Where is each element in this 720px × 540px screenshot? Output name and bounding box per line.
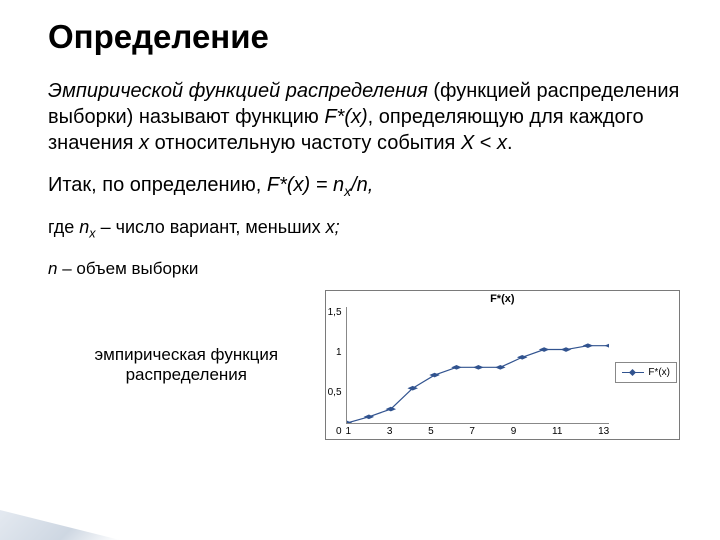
formula-paragraph: Итак, по определению, F*(x) = nx/n, bbox=[48, 172, 680, 200]
fn-fstar-1: F* bbox=[324, 106, 344, 128]
where-paragraph: где nx – число вариант, меньших x; bbox=[48, 216, 680, 242]
x-tick-label: 3 bbox=[387, 426, 393, 437]
chart-container: F*(x) 1,510,50 135791113 F*(x) bbox=[325, 290, 680, 440]
n-post: – объем выборки bbox=[57, 259, 198, 278]
slash-n: /n, bbox=[351, 174, 373, 196]
n-paragraph: n – объем выборки bbox=[48, 258, 680, 280]
fn-ofx-1: (x) bbox=[344, 106, 367, 128]
def-text-3: относительную частоту события bbox=[149, 132, 461, 154]
definition-paragraph: Эмпирической функцией распределения (фун… bbox=[48, 78, 680, 156]
x-tick-label: 11 bbox=[552, 426, 562, 437]
y-tick-label: 1 bbox=[328, 347, 342, 358]
var-x-1: x bbox=[139, 132, 149, 154]
chart-body: 1,510,50 135791113 F*(x) bbox=[328, 307, 677, 437]
x-tick-label: 1 bbox=[346, 426, 352, 437]
bottom-row: эмпирическая функция распределения F*(x)… bbox=[48, 290, 680, 440]
where-post: – число вариант, меньших bbox=[96, 217, 326, 237]
x-tick-label: 9 bbox=[511, 426, 517, 437]
fn-ofx-2: (x) bbox=[287, 174, 310, 196]
var-x-3: x; bbox=[326, 217, 340, 237]
legend-marker bbox=[622, 372, 644, 373]
slide-title: Определение bbox=[48, 18, 680, 56]
x-tick-label: 5 bbox=[428, 426, 434, 437]
var-nx: n bbox=[333, 174, 344, 196]
chart-caption: эмпирическая функция распределения bbox=[58, 345, 315, 385]
x-tick-label: 13 bbox=[598, 426, 609, 437]
chart-title: F*(x) bbox=[328, 293, 677, 305]
plot-column: 135791113 bbox=[346, 307, 610, 437]
plot-svg bbox=[347, 307, 610, 423]
plot-area bbox=[346, 307, 610, 424]
fn-fstar-2: F* bbox=[267, 174, 287, 196]
y-tick-label: 0,5 bbox=[328, 387, 342, 398]
x-tick-label: 7 bbox=[469, 426, 475, 437]
y-axis-labels: 1,5 1 0,5 0 bbox=[328, 307, 346, 437]
var-x-2: x bbox=[497, 132, 507, 154]
formula-pre: Итак, по определению, bbox=[48, 174, 267, 196]
legend-label: F*(x) bbox=[648, 367, 670, 378]
corner-accent bbox=[0, 510, 120, 540]
y-tick-label: 1,5 bbox=[328, 307, 342, 318]
var-X: X bbox=[461, 132, 474, 154]
x-axis-labels: 135791113 bbox=[346, 424, 610, 437]
term-italic: Эмпирической функцией распределения bbox=[48, 80, 428, 102]
eq-sign: = bbox=[310, 174, 333, 196]
where-pre: где bbox=[48, 217, 79, 237]
y-tick-label: 0 bbox=[328, 426, 342, 437]
chart-legend: F*(x) bbox=[615, 362, 677, 383]
var-n-1: n bbox=[79, 217, 89, 237]
def-dot: . bbox=[507, 132, 513, 154]
lt-sign: < bbox=[474, 132, 497, 154]
